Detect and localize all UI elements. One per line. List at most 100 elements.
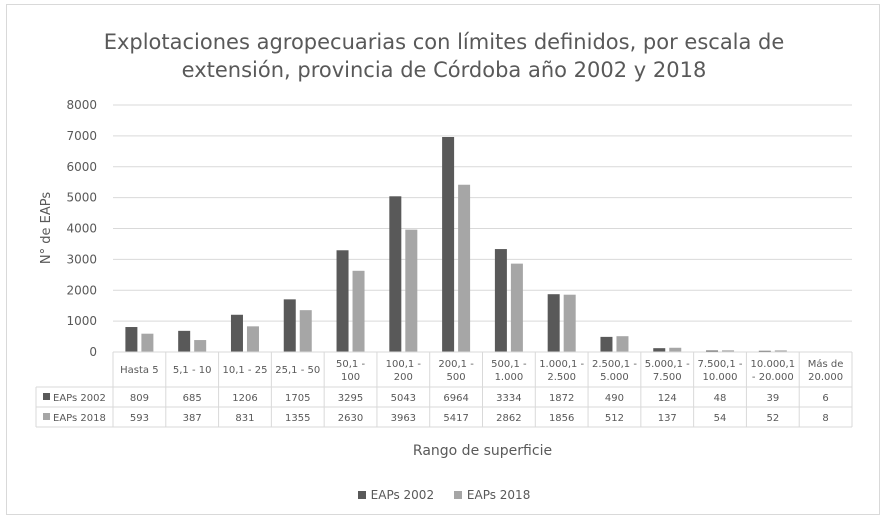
- data-label: 48: [714, 393, 727, 404]
- x-tick-label: 2.500: [547, 372, 576, 383]
- data-label: 593: [130, 413, 149, 424]
- data-label: 685: [183, 393, 202, 404]
- y-tick-label: 5000: [66, 191, 97, 205]
- bar-2018: [141, 333, 154, 352]
- bar-2018: [246, 326, 259, 352]
- x-tick-label: 5,1 - 10: [173, 365, 212, 376]
- chart-legend: EAPs 2002 EAPs 2018: [0, 488, 888, 502]
- bar-2018: [616, 336, 629, 352]
- data-label: 490: [605, 393, 624, 404]
- data-label: 1355: [285, 413, 310, 424]
- bar-2018: [563, 294, 576, 352]
- y-tick-label: 8000: [66, 98, 97, 112]
- data-label: 52: [766, 413, 779, 424]
- y-tick-label: 7000: [66, 129, 97, 143]
- data-label: 3334: [496, 393, 521, 404]
- legend-label-2018: EAPs 2018: [466, 488, 531, 502]
- data-label: 5043: [391, 393, 416, 404]
- chart-title-line-2: extensión, provincia de Córdoba año 2002…: [181, 58, 707, 82]
- bar-2002: [230, 314, 243, 352]
- data-label: 1856: [549, 413, 574, 424]
- bar-2002: [600, 336, 613, 352]
- data-label: 5417: [443, 413, 468, 424]
- legend-item-2018: EAPs 2018: [453, 488, 531, 502]
- bar-2018: [299, 310, 312, 352]
- data-label: 124: [658, 393, 677, 404]
- y-tick-label: 4000: [66, 222, 97, 236]
- x-tick-label: 5.000: [600, 372, 629, 383]
- bar-2002: [442, 136, 455, 352]
- data-label: 6964: [443, 393, 468, 404]
- legend-label-2002: EAPs 2002: [370, 488, 435, 502]
- data-label: 1872: [549, 393, 574, 404]
- data-label: 39: [766, 393, 779, 404]
- data-label: 1705: [285, 393, 310, 404]
- data-label: 6: [822, 393, 828, 404]
- data-label: 512: [605, 413, 624, 424]
- x-tick-label: 2.500,1 -: [592, 359, 637, 370]
- bar-2018: [352, 270, 365, 352]
- data-label: 3963: [391, 413, 416, 424]
- x-tick-label: 7.500: [653, 372, 682, 383]
- bar-2018: [722, 350, 735, 352]
- data-label: 137: [658, 413, 677, 424]
- legend-item-2002: EAPs 2002: [357, 488, 435, 502]
- data-label: 387: [183, 413, 202, 424]
- data-label: 2862: [496, 413, 521, 424]
- x-tick-label: 100,1 -: [386, 359, 422, 370]
- chart-title-line-1: Explotaciones agropecuarias con límites …: [103, 30, 785, 54]
- chart-title: Explotaciones agropecuarias con límites …: [0, 28, 888, 84]
- x-tick-label: 200: [394, 372, 413, 383]
- y-tick-label: 6000: [66, 160, 97, 174]
- bar-2018: [510, 263, 523, 352]
- x-tick-label: 50,1 -: [336, 359, 365, 370]
- y-tick-label: 3000: [66, 252, 97, 266]
- data-label: 54: [714, 413, 727, 424]
- bar-2018: [458, 184, 471, 352]
- y-tick-label: 2000: [66, 283, 97, 297]
- x-tick-label: 10.000: [703, 372, 738, 383]
- bar-2018: [405, 229, 418, 352]
- table-legend-swatch: [43, 413, 50, 420]
- bar-2002: [125, 327, 138, 352]
- x-tick-label: 5.000,1 -: [645, 359, 690, 370]
- bar-2002: [389, 196, 402, 352]
- bar-2002: [178, 330, 191, 352]
- y-tick-label: 0: [89, 345, 97, 359]
- data-label: 3295: [338, 393, 363, 404]
- bar-2018: [774, 350, 787, 352]
- table-row-label: EAPs 2002: [53, 393, 106, 404]
- bar-2002: [547, 294, 560, 352]
- x-tick-label: - 20.000: [752, 372, 794, 383]
- bar-2002: [283, 299, 296, 352]
- x-tick-label: 10,1 - 25: [222, 365, 267, 376]
- bar-2018: [194, 340, 207, 352]
- y-tick-label: 1000: [66, 314, 97, 328]
- x-tick-label: 1.000: [495, 372, 524, 383]
- x-tick-label: Hasta 5: [120, 365, 158, 376]
- x-tick-label: 7.500,1 -: [698, 359, 743, 370]
- data-label: 831: [235, 413, 254, 424]
- bar-2002: [758, 350, 771, 352]
- x-axis-label: Rango de superficie: [413, 443, 552, 459]
- x-tick-label: 500: [447, 372, 466, 383]
- y-axis-label: N° de EAPs: [39, 192, 54, 264]
- data-label: 1206: [232, 393, 257, 404]
- table-legend-swatch: [43, 393, 50, 400]
- data-label: 2630: [338, 413, 363, 424]
- x-tick-label: 10.000,1: [751, 359, 796, 370]
- x-tick-label: 1.000,1 -: [539, 359, 584, 370]
- x-tick-label: 25,1 - 50: [275, 365, 320, 376]
- x-tick-label: 100: [341, 372, 360, 383]
- x-tick-label: 500,1 -: [491, 359, 527, 370]
- x-tick-label: 20.000: [808, 372, 843, 383]
- data-label: 8: [822, 413, 828, 424]
- data-label: 809: [130, 393, 149, 404]
- legend-swatch-2002: [357, 491, 366, 499]
- legend-swatch-2018: [453, 491, 462, 499]
- bar-2002: [494, 249, 507, 352]
- x-tick-label: 200,1 -: [438, 359, 474, 370]
- bar-2018: [669, 347, 682, 352]
- bar-2002: [653, 348, 666, 352]
